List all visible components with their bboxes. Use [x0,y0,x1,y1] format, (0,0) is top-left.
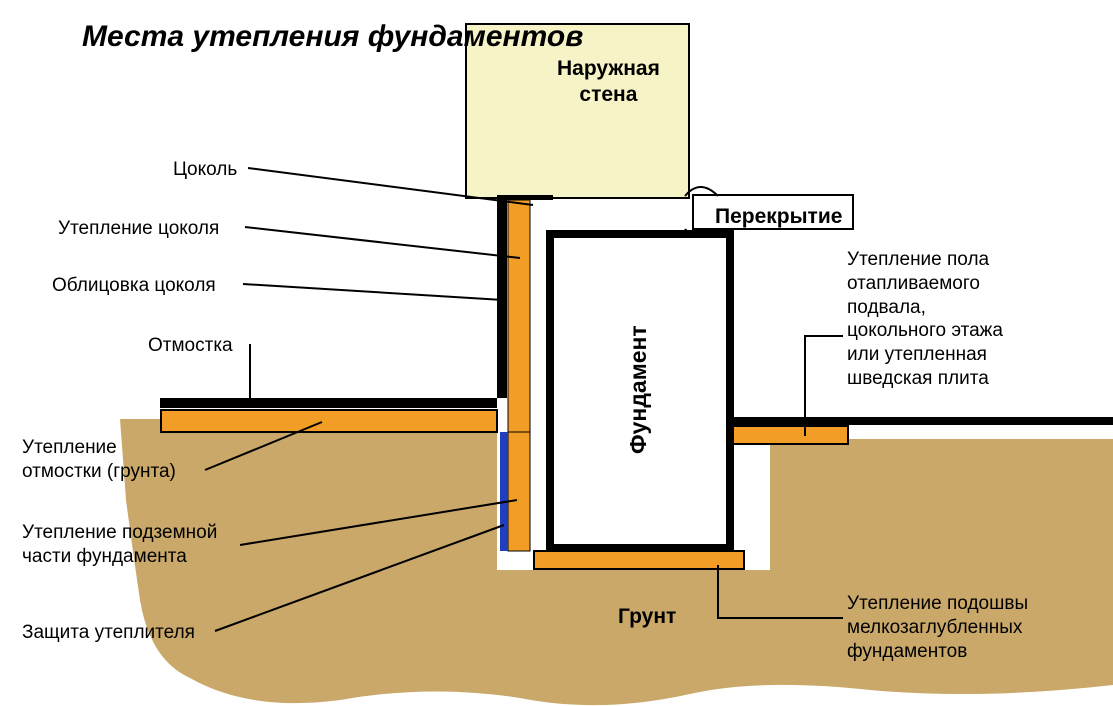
tsokol-insulation [508,200,530,432]
label-utep-tsokolia: Утепление цоколя [58,217,219,241]
label-utep-podzemnoj: Утепление подземной части фундамента [22,521,217,569]
underground-insulation [508,432,530,551]
cover-mask [684,199,688,226]
label-cover: Перекрытие [715,204,842,230]
floor-insulation [733,426,848,444]
tsokol-top [497,195,553,200]
diagram-canvas: Места утепления фундаментов Наружная сте… [0,0,1113,706]
label-tsokol: Цоколь [173,158,237,182]
diagram-title: Места утепления фундаментов [82,20,583,54]
label-foundation: Фундамент [625,290,652,490]
label-wall: Наружная стена [557,56,660,109]
label-zashita: Защита утеплителя [22,621,195,645]
label-otmostka: Отмостка [148,334,233,358]
sole-insulation [534,551,744,569]
label-oblizovka: Облицовка цоколя [52,274,216,298]
label-utep-podoshvy: Утепление подошвы мелкозаглубленных фунд… [847,592,1028,663]
label-utep-pola: Утепление пола отапливаемого подвала, цо… [847,248,1003,391]
otmostka-insulation [161,410,497,432]
label-ground: Грунт [618,604,676,630]
protection-layer [500,432,508,551]
label-utep-otmostki: Утепление отмостки (грунта) [22,436,176,484]
